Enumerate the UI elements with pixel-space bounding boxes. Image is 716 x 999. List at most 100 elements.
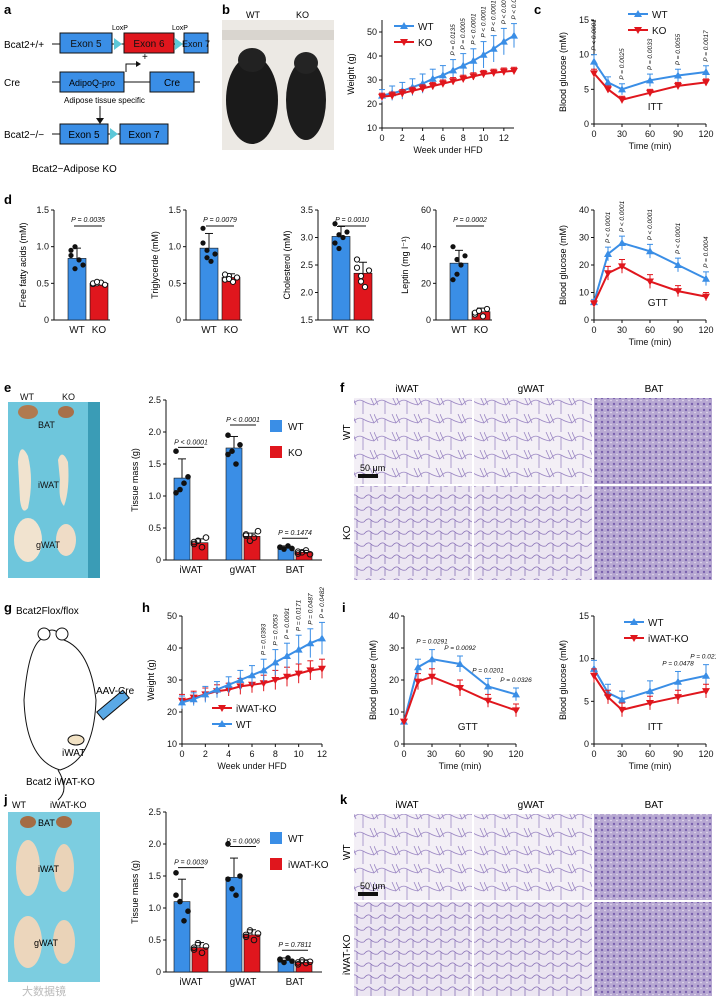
h-ytick-label: 10: [167, 739, 177, 749]
d5-point-ko: [618, 263, 626, 271]
g-aav: AAV-Cre: [96, 686, 135, 697]
exon6-label: Exon 6: [133, 39, 165, 50]
e-ytick-label: 1.5: [148, 459, 161, 469]
photo-b-wt: WT: [246, 10, 260, 20]
c-xtick-label: 60: [645, 129, 655, 139]
d1-ytick-label: 1.0: [36, 242, 49, 252]
i1-pvalue: P = 0.0092: [444, 645, 476, 652]
c-ylabel: Blood glucose (mM): [558, 32, 568, 112]
b-point-ko: [378, 93, 386, 101]
j-dot: [242, 931, 250, 939]
i2-xtick-label: 90: [673, 749, 683, 759]
i1-series-wt-line: [403, 658, 517, 722]
j-dot: [254, 930, 262, 937]
hist-k-col-iwat: iWAT: [395, 800, 418, 811]
j-dot: [242, 933, 250, 941]
j-dot: [229, 886, 235, 892]
d1-dot: [101, 281, 109, 288]
i2-xtick-label: 60: [645, 749, 655, 759]
j-xtick-label: gWAT: [230, 977, 257, 988]
b-point-ko: [449, 78, 458, 86]
e-dot: [190, 540, 198, 548]
d5-point-wt: [702, 274, 710, 282]
d3-ytick-label: 3.0: [300, 233, 313, 243]
hist-f-wt-bat: [594, 398, 712, 484]
i1-xtick-label: 60: [455, 749, 465, 759]
legend-marker: [218, 720, 226, 727]
i1-pvalue: P = 0.0201: [472, 667, 504, 674]
photo-j-bat: BAT: [38, 818, 55, 828]
i2-xtick-label: 30: [617, 749, 627, 759]
d4-ytick-label: 0: [426, 315, 431, 325]
g-tissue: iWAT: [62, 748, 85, 759]
e-dot: [294, 550, 302, 557]
c-point-ko: [604, 86, 612, 94]
j-ytick-label: 2.0: [148, 839, 161, 849]
photo-j-ko: iWAT-KO: [50, 800, 87, 810]
panel-b-photo: WT KO: [222, 10, 334, 150]
d5-pvalue: P < 0.0001: [619, 200, 626, 232]
i2-point-wt: [702, 671, 710, 679]
d5-xlabel: Time (min): [629, 337, 672, 347]
d4-dot: [462, 253, 468, 259]
j-ytick-label: 0.5: [148, 935, 161, 945]
g-title: Bcat2Flox/flox: [16, 606, 79, 617]
j-dot: [289, 958, 295, 964]
d5-test-label: GTT: [648, 298, 668, 309]
photo-j-gwat: gWAT: [34, 938, 59, 948]
chart-d3: 1.5 2.0 2.5 3.0 3.5 Cholesterol (mM) WT KO P = 0…: [282, 205, 374, 336]
i1-ytick-label: 0: [394, 739, 399, 749]
c-pvalue: P < 0.0001: [591, 19, 598, 51]
h-ytick-label: 50: [167, 611, 177, 621]
e-dot: [229, 448, 235, 455]
b-ytick-label: 20: [367, 99, 377, 109]
j-dot: [250, 936, 258, 944]
legend-label-wt: WT: [648, 618, 664, 629]
c-point-ko: [674, 82, 682, 90]
loxp1-label: LoxP: [112, 25, 128, 32]
b-point-wt: [438, 71, 447, 79]
photo-b-ko: KO: [296, 10, 309, 20]
d2-dot: [200, 225, 206, 231]
c-xtick-label: 90: [673, 129, 683, 139]
i2-point-ko: [618, 706, 626, 714]
e-ytick-label: 1.0: [148, 491, 161, 501]
e-dot: [289, 545, 295, 552]
d2-ytick-label: 1.0: [168, 242, 181, 252]
panel-letter-a: a: [4, 2, 12, 17]
d1-xtick-label: WT: [69, 325, 85, 336]
i1-xtick-label: 90: [483, 749, 493, 759]
d4-dot: [450, 277, 456, 283]
i2-ytick-label: 10: [579, 654, 589, 664]
e-dot: [285, 543, 291, 549]
c-xlabel: Time (min): [629, 141, 672, 151]
j-dot: [246, 927, 254, 934]
b-series-wt-line: [381, 34, 515, 97]
b-point-ko: [438, 80, 447, 88]
ko-gwat: [56, 524, 76, 556]
exon7-box: [183, 32, 209, 54]
e-dot: [190, 538, 198, 546]
j-legend-swatch: [270, 858, 282, 870]
h-xtick-label: 4: [226, 749, 231, 759]
e-dot: [233, 461, 239, 467]
b-point-wt: [469, 56, 478, 64]
b-pvalue: P < 0.0001: [491, 0, 498, 32]
d4-pvalue: P = 0.0002: [453, 217, 487, 224]
d5-xtick-label: 0: [591, 325, 596, 335]
d4-ytick-label: 40: [421, 242, 431, 252]
panel-letter-k: k: [340, 792, 348, 807]
h-point-wt: [189, 695, 198, 703]
promoter-label: AdipoQ-pro: [69, 78, 115, 88]
h-point-wt: [248, 671, 256, 679]
chart-d5: 0 10 20 30 40 Blood glucose (mM) 0 30 60 90 120 Tim…: [558, 200, 714, 347]
e-ytick-label: 0.5: [148, 523, 161, 533]
photo-e-iwat: iWAT: [38, 480, 59, 490]
d4-xtick-label: KO: [474, 325, 489, 336]
hist-k-wt-iwat: [354, 814, 472, 900]
j-dot: [198, 949, 206, 957]
e-dot: [177, 486, 183, 493]
d3-dot: [332, 240, 338, 246]
b-pvalue: P = 0.0135: [450, 24, 457, 56]
i2-pvalue: P = 0.0213: [690, 654, 716, 661]
